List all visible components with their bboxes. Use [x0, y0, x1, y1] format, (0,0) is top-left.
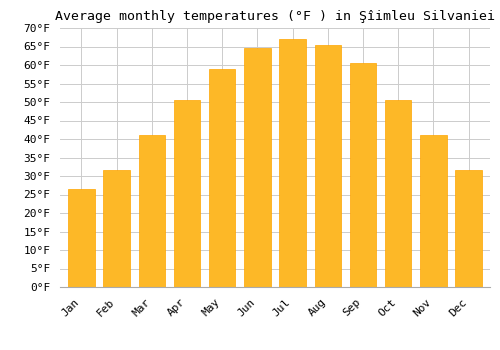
- Bar: [420, 135, 446, 287]
- Title: Average monthly temperatures (°F ) in Şîimleu Silvaniei: Average monthly temperatures (°F ) in Şî…: [55, 10, 495, 23]
- Bar: [280, 39, 306, 287]
- Bar: [174, 100, 200, 287]
- Bar: [350, 63, 376, 287]
- Bar: [385, 100, 411, 287]
- Bar: [314, 45, 341, 287]
- Bar: [68, 189, 94, 287]
- Bar: [209, 69, 236, 287]
- Bar: [244, 48, 270, 287]
- Bar: [138, 135, 165, 287]
- Bar: [104, 170, 130, 287]
- Bar: [456, 170, 481, 287]
